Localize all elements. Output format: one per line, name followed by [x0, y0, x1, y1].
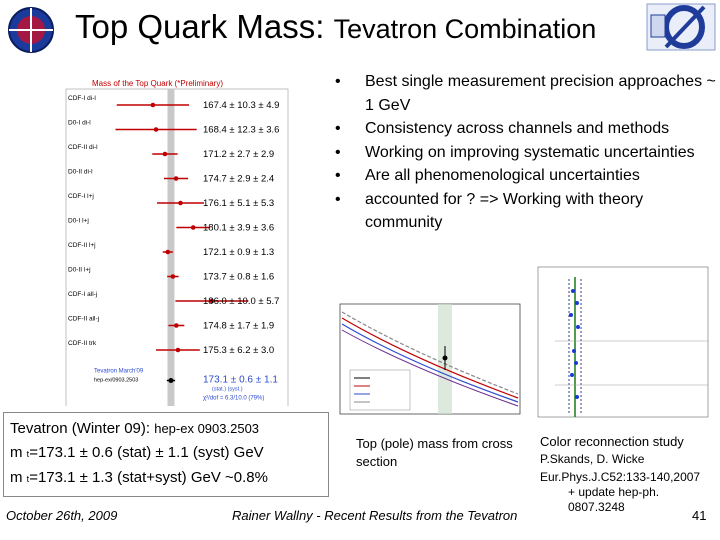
- measurement-point: [170, 274, 176, 279]
- measurement-value: 174.7 ± 2.9 ± 2.4: [203, 174, 274, 185]
- color-reconnection-caption: Color reconnection study P.Skands, D. Wi…: [540, 434, 716, 515]
- measurement-label: CDF-II di-l: [68, 144, 98, 151]
- cross-section-caption: Top (pole) mass from cross section: [356, 436, 513, 469]
- measurement-value: 176.1 ± 5.1 ± 5.3: [203, 198, 274, 209]
- combined-chi2: χ²/dof = 6.3/10.0 (79%): [203, 396, 264, 402]
- caption-authors: P.Skands, D. Wicke: [540, 452, 645, 466]
- caption-journal: Eur.Phys.J.C52:133-140,2007: [540, 470, 701, 484]
- measurement-point: [175, 347, 181, 353]
- slide-title: Top Quark Mass: Tevatron Combination: [75, 8, 596, 46]
- measurement-point: [178, 200, 183, 206]
- measurement-point: [173, 176, 179, 181]
- combined-band: [167, 89, 175, 406]
- plot-frame: [65, 88, 289, 406]
- measurement-point: [162, 151, 168, 157]
- footer-talk-title: Rainer Wallny - Recent Results from the …: [232, 508, 518, 523]
- measurement-label: CDF-II l+j: [68, 242, 96, 249]
- combined-label: Tevatron March'09: [94, 369, 144, 375]
- mass-value-total: =173.1 ± 1.3 (stat+syst) GeV ~0.8%: [29, 469, 268, 486]
- mass-subscript: t: [26, 449, 30, 459]
- mass-symbol: m: [10, 444, 27, 461]
- measurement-value: 167.4 ± 10.3 ± 4.9: [203, 100, 279, 111]
- measurement-label: CDF-II all-j: [68, 316, 99, 323]
- d0-logo: [646, 3, 716, 51]
- measurement-value: 175.3 ± 6.2 ± 3.0: [203, 345, 274, 356]
- top-mass-chart: Mass of the Top Quark (*Preliminary) CDF…: [62, 73, 298, 406]
- measurement-label: CDF-I all-j: [68, 291, 97, 298]
- info-reference: hep-ex 0903.2503: [154, 421, 260, 436]
- measurement-point: [209, 298, 215, 304]
- combined-point: [168, 378, 174, 383]
- chart-title: Mass of the Top Quark (*Preliminary): [92, 79, 223, 88]
- measurement-point: [174, 323, 179, 328]
- measurement-point: [150, 102, 156, 108]
- combination-info-box: Tevatron (Winter 09): hep-ex 0903.2503 m…: [3, 412, 329, 497]
- mass-value-stat-syst: =173.1 ± 0.6 (stat) ± 1.1 (syst) GeV: [29, 444, 264, 461]
- bullet-item: Are all phenomenological uncertainties: [335, 164, 720, 188]
- bullet-item: Working on improving systematic uncertai…: [335, 141, 720, 165]
- combined-note: (stat.) (syst.): [212, 387, 243, 393]
- bullet-item: Best single measurement precision approa…: [335, 70, 720, 117]
- measurement-value: 171.2 ± 2.7 ± 2.9: [203, 149, 274, 160]
- caption-title: Color reconnection study: [540, 434, 684, 449]
- chart-background: [62, 73, 298, 406]
- measurement-point: [153, 127, 159, 132]
- caption-update: + update hep-ph. 0807.3248: [568, 485, 660, 514]
- measurement-label: D0-II di-l: [68, 169, 93, 176]
- measurement-label: D0-I di-l: [68, 120, 91, 127]
- footer-page-number: 41: [692, 508, 707, 523]
- combined-value: 173.1 ± 0.6 ± 1.1: [203, 375, 278, 386]
- measurement-value: 173.7 ± 0.8 ± 1.6: [203, 272, 274, 283]
- measurement-value: 180.1 ± 3.9 ± 3.6: [203, 223, 274, 234]
- measurement-label: D0-I l+j: [68, 218, 89, 225]
- bullet-item: accounted for ? => Working with theory c…: [335, 188, 720, 235]
- measurement-label: CDF-I l+j: [68, 193, 94, 200]
- measurement-value: 186.0 ± 10.0 ± 5.7: [203, 296, 279, 307]
- mass-subscript: t: [26, 474, 30, 484]
- measurement-value: 168.4 ± 12.3 ± 3.6: [203, 125, 279, 136]
- info-line-1: Tevatron (Winter 09): hep-ex 0903.2503: [10, 417, 322, 441]
- measurement-label: CDF-II trk: [68, 340, 97, 347]
- measurement-value: 172.1 ± 0.9 ± 1.3: [203, 247, 274, 258]
- measurement-point: [165, 249, 171, 255]
- cdf-logo: [8, 7, 54, 53]
- info-line-2: m t=173.1 ± 0.6 (stat) ± 1.1 (syst) GeV: [10, 441, 322, 466]
- bullet-list: Best single measurement precision approa…: [335, 70, 720, 235]
- mass-symbol: m: [10, 469, 27, 486]
- measurement-label: CDF-I di-l: [68, 95, 96, 102]
- color-reconnection-plot: [537, 266, 709, 418]
- title-sub: Tevatron Combination: [333, 14, 597, 44]
- info-heading: Tevatron (Winter 09):: [10, 420, 155, 437]
- combined-reference: hep-ex/0903.2503: [94, 378, 138, 384]
- info-line-3: m t=173.1 ± 1.3 (stat+syst) GeV ~0.8%: [10, 466, 322, 491]
- footer-date: October 26th, 2009: [6, 508, 118, 523]
- title-main: Top Quark Mass:: [75, 8, 334, 45]
- measurement-point: [190, 225, 196, 230]
- cross-section-plot: [339, 303, 521, 415]
- measurement-value: 174.8 ± 1.7 ± 1.9: [203, 321, 274, 332]
- bullet-item: Consistency across channels and methods: [335, 117, 720, 141]
- measurement-label: D0-II l+j: [68, 267, 91, 274]
